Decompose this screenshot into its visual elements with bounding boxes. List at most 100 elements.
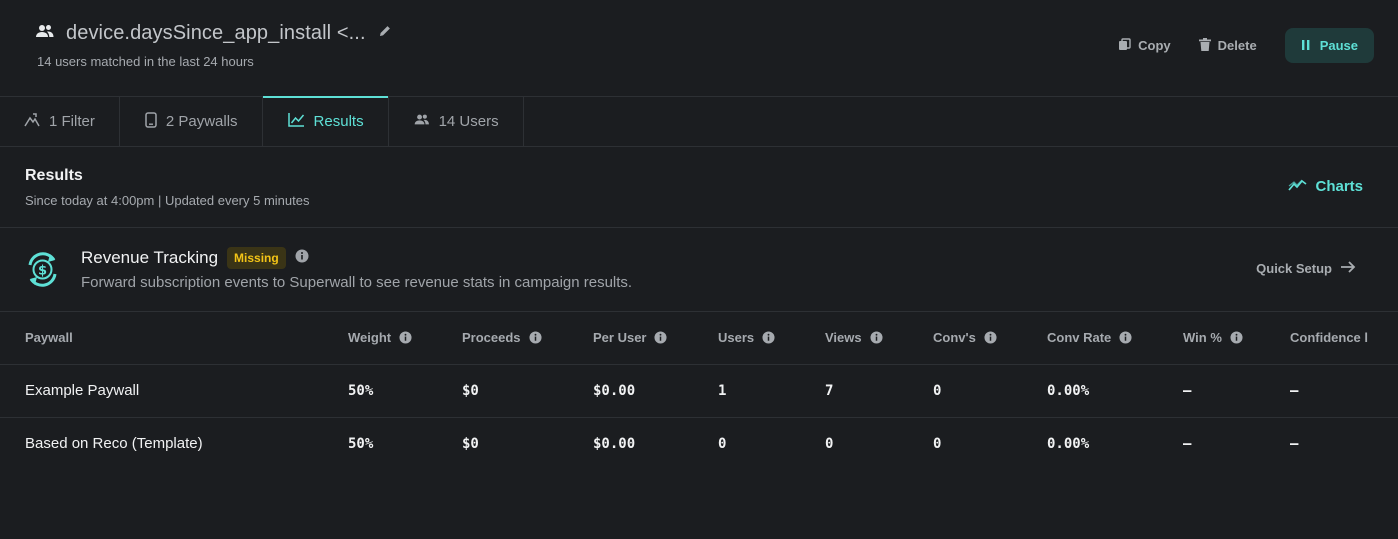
table-cell: – <box>1183 435 1192 452</box>
column-header: Per User <box>593 312 718 365</box>
column-header-text: Conv Rate <box>1047 330 1112 346</box>
column-header-label: Per User <box>593 330 668 346</box>
table-cell: 50% <box>348 435 374 452</box>
revenue-title-row: Revenue Tracking Missing <box>81 247 309 269</box>
phone-icon <box>145 111 157 132</box>
column-header-text: Per User <box>593 330 647 346</box>
campaign-title: device.daysSince_app_install <... <box>66 22 366 44</box>
column-header-label: Users <box>718 330 775 345</box>
table-cell: – <box>1290 435 1299 452</box>
tab-filter-label: 1 Filter <box>49 113 95 130</box>
table-row[interactable]: Based on Reco (Template) 50% $0 $0.00 0 0 0 0.0… <box>0 417 1398 470</box>
users-matched-text: 14 users matched in the last 24 hours <box>37 54 254 69</box>
table-cell: – <box>1290 364 1398 418</box>
copy-label: Copy <box>1138 38 1171 53</box>
charts-button[interactable]: Charts <box>1288 177 1363 196</box>
table-cell: – <box>1183 364 1290 418</box>
tab-paywalls[interactable]: 2 Paywalls <box>120 97 263 146</box>
info-icon[interactable] <box>984 331 997 344</box>
tab-results-label: Results <box>313 113 364 130</box>
column-header-text: Users <box>718 330 755 346</box>
table-cell: $0 <box>462 364 593 418</box>
results-header: Results Since today at 4:00pm | Updated … <box>0 147 1398 228</box>
column-header-text: Conv's <box>933 330 976 346</box>
tab-results[interactable]: Results <box>262 96 389 146</box>
users-icon <box>36 23 54 44</box>
column-header-text: Views <box>825 330 862 346</box>
column-header: Conv Rate <box>1047 312 1183 365</box>
svg-text:$: $ <box>38 264 47 279</box>
info-icon[interactable] <box>1230 331 1243 344</box>
info-icon[interactable] <box>1119 331 1132 344</box>
results-title: Results <box>25 167 83 184</box>
info-icon[interactable] <box>399 331 412 344</box>
table-cell: 0.00% <box>1047 435 1090 452</box>
column-header-text: Paywall <box>25 330 73 346</box>
pencil-icon[interactable] <box>378 24 392 43</box>
copy-button[interactable]: Copy <box>1118 37 1171 54</box>
info-icon[interactable] <box>295 249 309 268</box>
info-icon[interactable] <box>762 331 775 344</box>
table-cell: 0 <box>718 435 727 452</box>
table-cell: $0.00 <box>593 435 636 452</box>
pause-label: Pause <box>1319 38 1358 53</box>
column-header-label: Conv's <box>933 330 997 345</box>
quick-setup-label: Quick Setup <box>1256 261 1332 276</box>
paywall-name-cell: Example Paywall <box>0 364 348 418</box>
users-icon <box>414 113 430 130</box>
trash-icon <box>1198 37 1211 54</box>
table-cell: 50% <box>348 364 462 418</box>
table-cell: 1 <box>718 364 825 418</box>
column-header: Proceeds <box>462 312 593 365</box>
revenue-description: Forward subscription events to Superwall… <box>81 274 633 291</box>
filter-icon <box>24 112 40 131</box>
column-header: Conv's <box>933 312 1047 365</box>
column-header: Users <box>718 312 825 365</box>
copy-icon <box>1118 37 1131 54</box>
column-header: Confidence l <box>1290 312 1398 365</box>
column-header: Weight <box>348 312 462 365</box>
column-header-text: Win % <box>1183 330 1222 346</box>
info-icon[interactable] <box>870 331 883 344</box>
revenue-title: Revenue Tracking <box>81 248 219 267</box>
tab-bar: 1 Filter 2 Paywalls Results 14 Users <box>0 96 1398 147</box>
charts-label: Charts <box>1315 178 1363 195</box>
pause-button[interactable]: Pause <box>1284 28 1374 63</box>
tab-users[interactable]: 14 Users <box>389 97 524 146</box>
dollar-sync-icon: $ <box>24 251 61 293</box>
table-cell: 7 <box>825 364 933 418</box>
table-cell: $0.00 <box>593 364 718 418</box>
header-actions: Copy Delete Pause <box>1118 28 1374 63</box>
info-icon[interactable] <box>654 331 668 344</box>
column-header: Paywall <box>0 312 348 365</box>
column-header: Win % <box>1183 312 1290 365</box>
column-header-text: Proceeds <box>462 330 521 346</box>
column-header: Views <box>825 312 933 365</box>
tab-filter[interactable]: 1 Filter <box>0 97 120 146</box>
delete-label: Delete <box>1217 38 1257 53</box>
title-row: device.daysSince_app_install <... <box>36 22 392 45</box>
table-cell: 0 <box>933 435 942 452</box>
trend-chart-icon <box>1288 177 1307 196</box>
column-header-label: Conv Rate <box>1047 330 1132 345</box>
column-header-label: Weight <box>348 330 412 345</box>
tab-paywalls-label: 2 Paywalls <box>165 113 238 130</box>
revenue-tracking-banner: $ Revenue Tracking Missing Forward subsc… <box>0 228 1398 312</box>
tab-users-label: 14 Users <box>438 113 499 130</box>
info-icon[interactable] <box>529 331 542 344</box>
table-cell: $0 <box>462 435 479 452</box>
results-subtitle: Since today at 4:00pm | Updated every 5 … <box>25 193 310 208</box>
results-table: Paywall Weight Proceeds Per User Users Views C… <box>0 312 1398 470</box>
column-header-text: Confidence l <box>1290 330 1369 346</box>
column-header-label: Confidence l <box>1290 330 1368 345</box>
delete-button[interactable]: Delete <box>1198 37 1257 54</box>
arrow-right-icon <box>1340 261 1356 276</box>
table-cell: 0 <box>825 435 834 452</box>
missing-badge: Missing <box>227 247 286 269</box>
table-row[interactable]: Example Paywall 50% $0 $0.00 1 7 0 0.00% – – <box>0 364 1398 418</box>
table-header-row: Paywall Weight Proceeds Per User Users Views C… <box>0 312 1398 365</box>
line-chart-icon <box>287 112 305 131</box>
table-cell: 0 <box>933 364 1047 418</box>
quick-setup-link[interactable]: Quick Setup <box>1256 261 1356 276</box>
column-header-label: Win % <box>1183 330 1243 345</box>
